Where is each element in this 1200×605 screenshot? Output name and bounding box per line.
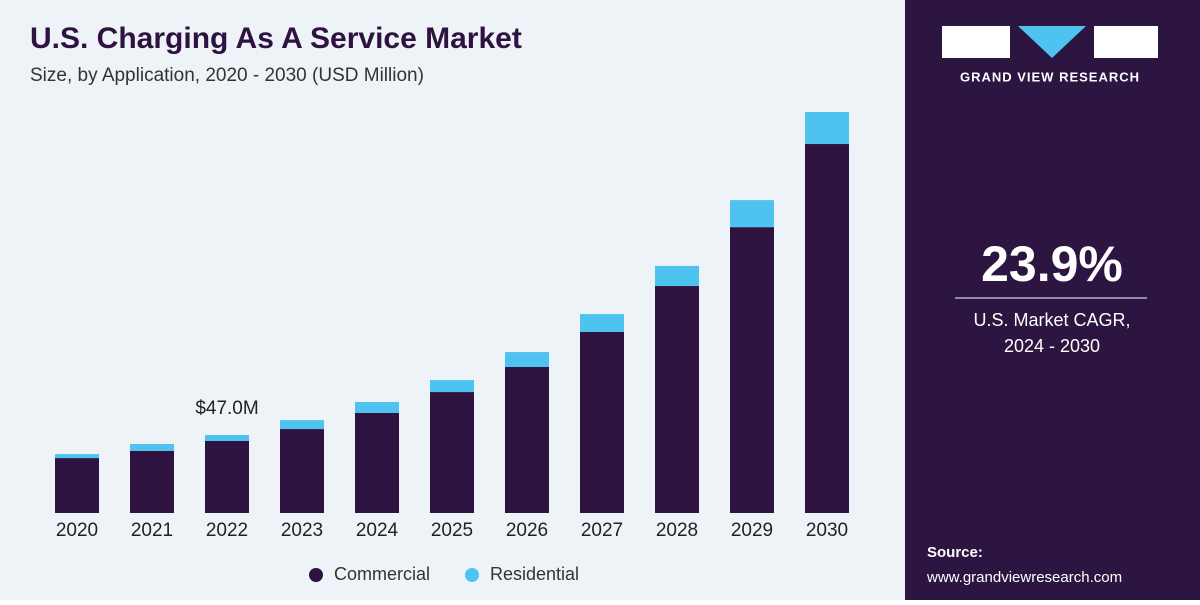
bar-segment [280,429,324,513]
legend-label: Commercial [334,564,430,584]
bar-segment [505,352,549,368]
legend-marker [465,568,479,582]
bar-segment [580,331,624,513]
x-tick-label: 2020 [56,520,98,541]
bar-segment [280,420,324,430]
x-tick-label: 2024 [356,520,399,541]
logo [942,26,1158,58]
bar-segment [55,454,99,459]
logo-block [1094,26,1158,58]
x-tick-label: 2028 [656,520,698,541]
bar-segment [730,200,774,228]
logo-block [942,26,1010,58]
bar-segment [355,402,399,413]
bar-segment [805,144,849,514]
side-panel [905,0,1200,600]
logo-triangle [1018,26,1086,58]
chart-subtitle: Size, by Application, 2020 - 2030 (USD M… [30,65,424,86]
brand: GRAND VIEW RESEARCH [960,69,1140,84]
bar-segment [805,112,849,145]
legend-label: Residential [490,564,579,584]
bar-segment [205,440,249,513]
x-tick-label: 2022 [206,520,248,541]
bar-segment [130,443,174,451]
cagr-caption: 2024 - 2030 [1004,336,1100,356]
bar-segment [55,458,99,513]
data-label: $47.0M [195,398,258,419]
bar-segment [730,227,774,513]
bar-segment [580,314,624,332]
x-tick-label: 2021 [131,520,173,541]
source-url: www.grandviewresearch.com [926,569,1122,586]
bar-segment [430,380,474,393]
x-tick-label: 2026 [506,520,548,541]
x-tick-label: 2023 [281,520,323,541]
cagr-caption: U.S. Market CAGR, [973,310,1130,330]
bar-segment [205,435,249,441]
bar-segment [505,367,549,513]
bar-segment [655,286,699,513]
bar-segment [655,265,699,287]
x-tick-label: 2030 [806,520,848,541]
chart-title: U.S. Charging As A Service Market [30,22,522,55]
x-tick-label: 2029 [731,520,773,541]
bar-segment [130,450,174,513]
cagr-value: 23.9% [981,236,1123,292]
x-tick-label: 2025 [431,520,473,541]
bar-segment [430,392,474,513]
legend-marker [309,568,323,582]
source-title: Source: [927,544,983,561]
bar-segment [355,412,399,513]
x-tick-label: 2027 [581,520,623,541]
